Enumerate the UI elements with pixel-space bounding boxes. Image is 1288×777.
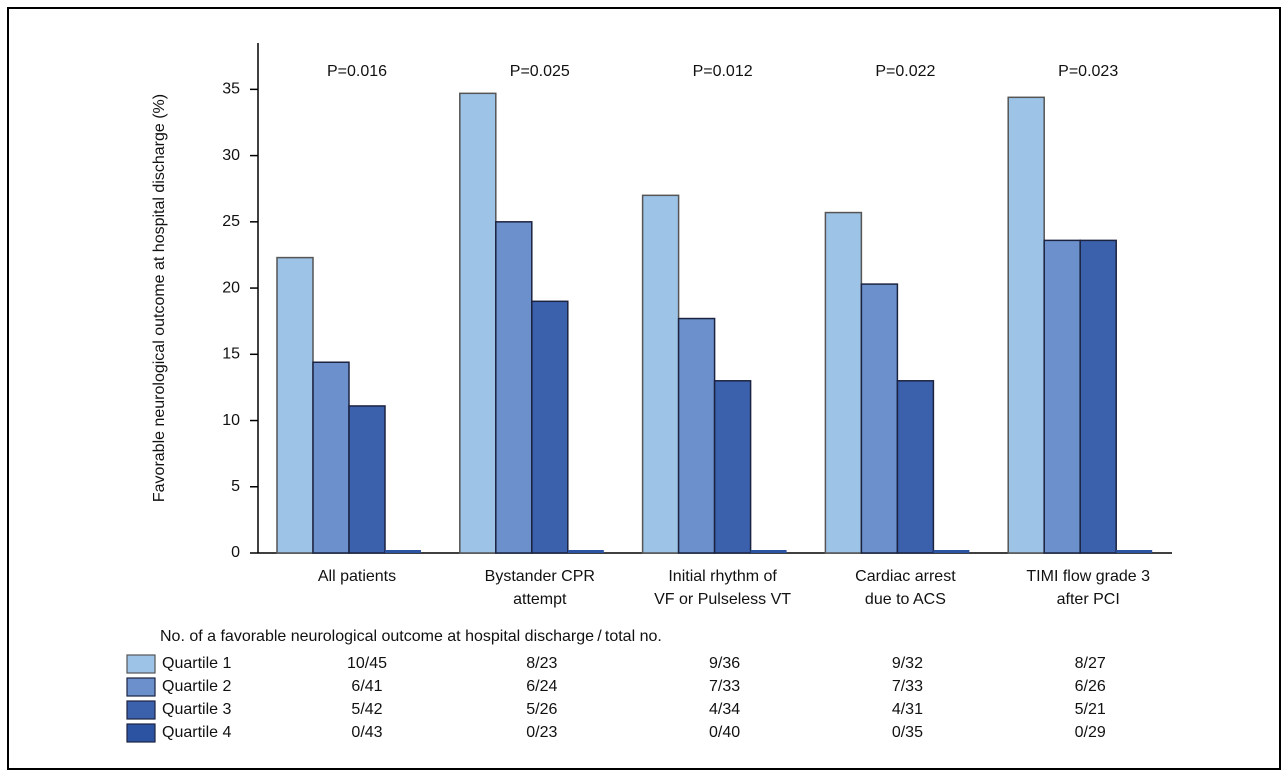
annotation: P=0.022 bbox=[875, 63, 935, 80]
y-tick-label: 25 bbox=[222, 213, 240, 230]
x-tick-label: attempt bbox=[513, 591, 567, 608]
x-tick-label: Cardiac arrest bbox=[855, 568, 956, 585]
y-tick-label: 30 bbox=[222, 147, 240, 164]
table-cell: 0/35 bbox=[892, 724, 923, 741]
legend-swatch bbox=[126, 677, 156, 697]
bar bbox=[677, 317, 716, 554]
table-cell: 5/42 bbox=[351, 701, 382, 718]
table-cell: 0/40 bbox=[709, 724, 740, 741]
x-tick-label: VF or Pulseless VT bbox=[654, 591, 791, 608]
legend-swatch bbox=[126, 654, 156, 674]
legend-swatch bbox=[126, 700, 156, 720]
bar bbox=[495, 221, 533, 554]
x-tick-label: Bystander CPR bbox=[485, 568, 595, 585]
bar bbox=[312, 361, 350, 554]
y-tick-label: 20 bbox=[222, 279, 240, 296]
bar bbox=[567, 550, 604, 553]
table-cell: 8/23 bbox=[526, 655, 557, 672]
bar bbox=[459, 92, 497, 554]
annotation: P=0.025 bbox=[510, 63, 570, 80]
table-cell: 5/26 bbox=[526, 701, 557, 718]
y-tick-label: 15 bbox=[222, 346, 240, 363]
table-cell: 0/23 bbox=[526, 724, 557, 741]
table-cell: 9/36 bbox=[709, 655, 740, 672]
y-tick-label: 5 bbox=[231, 478, 240, 495]
bar bbox=[1116, 550, 1153, 553]
table-cell: 8/27 bbox=[1075, 655, 1106, 672]
frame bbox=[7, 7, 1281, 770]
table-cell: 5/21 bbox=[1075, 701, 1106, 718]
table-cell: 6/41 bbox=[351, 678, 382, 695]
x-tick-label: after PCI bbox=[1057, 591, 1120, 608]
legend-label: Quartile 3 bbox=[162, 701, 231, 718]
bar bbox=[896, 380, 935, 554]
bar bbox=[1043, 239, 1081, 554]
bar bbox=[750, 550, 787, 553]
x-tick-label: due to ACS bbox=[865, 591, 946, 608]
x-tick-label: All patients bbox=[318, 568, 396, 585]
annotation: P=0.023 bbox=[1058, 63, 1118, 80]
bar bbox=[641, 194, 680, 554]
table-cell: 10/45 bbox=[347, 655, 387, 672]
bar bbox=[348, 405, 386, 554]
table-cell: 6/26 bbox=[1075, 678, 1106, 695]
x-tick-label: Initial rhythm of bbox=[668, 568, 777, 585]
table-cell: 0/29 bbox=[1075, 724, 1106, 741]
annotation: P=0.016 bbox=[327, 63, 387, 80]
legend-label: Quartile 2 bbox=[162, 678, 231, 695]
table-cell: 0/43 bbox=[351, 724, 382, 741]
table-title: No. of a favorable neurological outcome … bbox=[160, 628, 662, 645]
y-tick-label: 0 bbox=[231, 544, 240, 561]
y-tick-label: 10 bbox=[222, 412, 240, 429]
bar bbox=[933, 550, 970, 553]
x-tick-label: TIMI flow grade 3 bbox=[1026, 568, 1150, 585]
annotation: P=0.012 bbox=[693, 63, 753, 80]
y-tick-label: 35 bbox=[222, 81, 240, 98]
table-cell: 7/33 bbox=[709, 678, 740, 695]
table-cell: 4/31 bbox=[892, 701, 923, 718]
legend-label: Quartile 1 bbox=[162, 655, 231, 672]
table-cell: 7/33 bbox=[892, 678, 923, 695]
bar bbox=[531, 300, 569, 554]
bar bbox=[1079, 239, 1117, 554]
y-axis-label: Favorable neurological outcome at hospit… bbox=[151, 94, 168, 502]
legend-label: Quartile 4 bbox=[162, 724, 231, 741]
legend-swatch bbox=[126, 723, 156, 743]
table-cell: 6/24 bbox=[526, 678, 557, 695]
bar bbox=[385, 550, 421, 553]
bar bbox=[824, 211, 863, 554]
bar bbox=[713, 380, 752, 554]
table-cell: 4/34 bbox=[709, 701, 740, 718]
bar bbox=[276, 256, 314, 554]
bar bbox=[1007, 96, 1045, 554]
table-cell: 9/32 bbox=[892, 655, 923, 672]
bar bbox=[860, 283, 899, 554]
